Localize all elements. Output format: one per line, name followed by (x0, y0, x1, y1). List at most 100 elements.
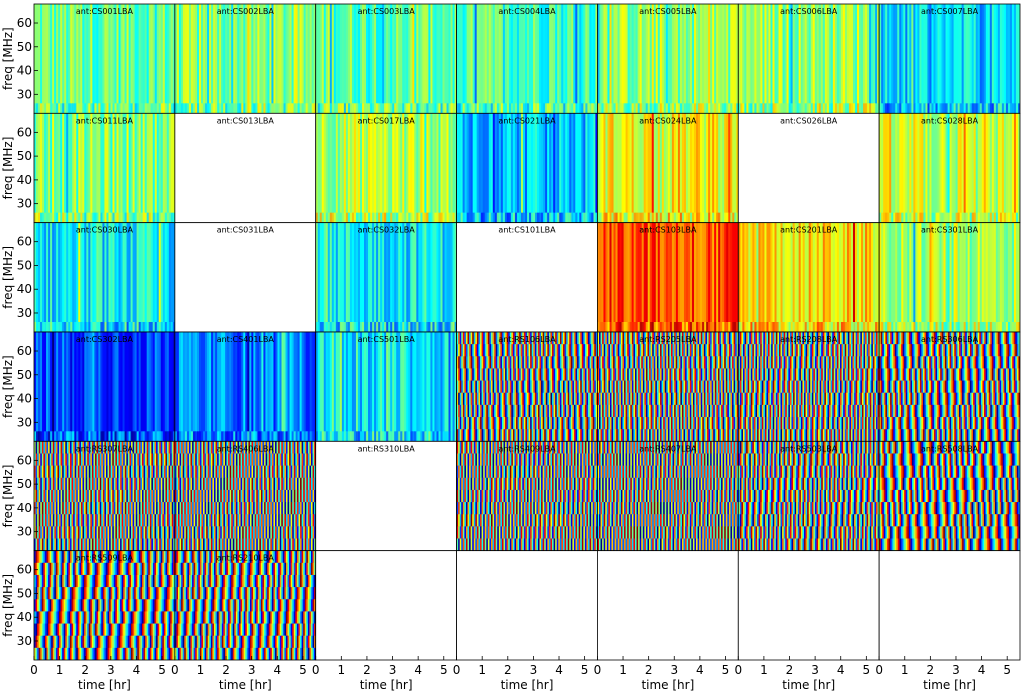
fringe-cell (675, 356, 678, 369)
fringe-cell (652, 392, 655, 406)
fringe-cell (577, 344, 580, 357)
spectrogram-lowband (384, 322, 387, 332)
spectrogram-stripe (494, 4, 498, 114)
spectrogram-stripe (889, 4, 892, 114)
spectrogram-stripe (935, 222, 939, 332)
spectrogram-stripe (468, 4, 472, 114)
spectrogram-lowband (343, 322, 347, 332)
fringe-cell (514, 356, 517, 369)
fringe-cell (780, 380, 783, 394)
spectrogram-stripe (852, 222, 856, 332)
fringe-cell (605, 417, 608, 430)
fringe-cell (685, 404, 688, 418)
spectrogram-stripe (629, 222, 633, 332)
spectrogram-lowband (142, 212, 146, 223)
spectrogram-lowband (677, 322, 681, 332)
spectrogram-lowband (213, 431, 216, 442)
fringe-cell (592, 356, 595, 369)
fringe-cell (486, 344, 489, 357)
spectrogram-lowband (730, 322, 733, 332)
spectrogram-lowband (400, 431, 403, 442)
fringe-cell (527, 332, 530, 345)
fringe-cell (680, 368, 683, 382)
fringe-cell (491, 392, 494, 406)
fringe-cell (534, 417, 537, 430)
fringe-cell (569, 392, 572, 406)
spectrogram-stripe (166, 4, 170, 114)
spectrogram-lowband (873, 103, 876, 114)
spectrogram-stripe (732, 4, 735, 114)
spectrogram-stripe (140, 332, 144, 442)
spectrogram-lowband (619, 212, 623, 223)
spectrogram-lowband (432, 322, 436, 332)
spectrogram-stripe (444, 222, 448, 332)
fringe-cell (876, 368, 879, 382)
fringe-cell (714, 344, 717, 357)
fringe-cell (689, 332, 692, 345)
fringe-cell (789, 344, 792, 357)
fringe-cell (472, 356, 475, 369)
spectrogram-lowband (150, 212, 154, 223)
spectrogram-lowband (416, 103, 419, 114)
spectrogram-stripe (205, 332, 208, 442)
spectrogram-lowband (333, 322, 337, 332)
fringe-cell (552, 417, 555, 430)
spectrogram-lowband (927, 103, 931, 114)
spectrogram-lowband (54, 103, 57, 114)
fringe-cell (639, 368, 642, 382)
spectrogram-stripe (406, 332, 409, 442)
fringe-cell (681, 417, 685, 430)
fringe-cell (506, 368, 509, 382)
fringe-cell (716, 356, 719, 369)
spectrogram-lowband (231, 103, 234, 114)
spectrogram-stripe (933, 222, 937, 332)
spectrogram-lowband (675, 103, 679, 114)
spectrogram-lowband (979, 322, 983, 332)
fringe-cell (487, 404, 490, 418)
fringe-cell (782, 332, 785, 345)
spectrogram-stripe (223, 4, 226, 114)
spectrogram-stripe (321, 222, 325, 332)
spectrogram-stripe (488, 113, 492, 223)
fringe-cell (830, 344, 833, 357)
fringe-cell (484, 392, 487, 406)
spectrogram-lowband (999, 212, 1003, 223)
panel (456, 331, 598, 442)
spectrogram-lowband (247, 431, 250, 442)
fringe-cell (533, 404, 536, 418)
spectrogram-stripe (712, 222, 715, 332)
spectrogram-stripe (430, 222, 434, 332)
spectrogram-image (879, 222, 1021, 332)
spectrogram-lowband (122, 431, 126, 442)
fringe-cell (617, 356, 620, 369)
spectrogram-stripe (605, 222, 609, 332)
fringe-cell (519, 368, 522, 382)
spectrogram-stripe (100, 332, 104, 442)
fringe-cell (755, 344, 758, 357)
spectrogram-stripe (583, 4, 586, 114)
fringe-cell (725, 368, 728, 382)
fringe-cell (678, 429, 681, 442)
fringe-cell (487, 429, 490, 442)
fringe-cell (694, 380, 697, 394)
fringe-cell (465, 404, 469, 418)
fringe-cell (580, 417, 583, 430)
fringe-cell (719, 368, 722, 382)
spectrogram-lowband (112, 103, 116, 114)
fringe-cell (614, 368, 617, 382)
fringe-cell (486, 356, 489, 369)
spectrogram-stripe (321, 332, 325, 442)
spectrogram-lowband (263, 431, 267, 442)
spectrogram-lowband (56, 212, 59, 223)
spectrogram-stripe (273, 332, 277, 442)
spectrogram-stripe (971, 113, 975, 223)
fringe-cell (763, 344, 766, 357)
spectrogram-stripe (243, 4, 246, 114)
fringe-cell (677, 417, 680, 430)
fringe-cell (517, 380, 520, 394)
spectrogram-stripe (430, 332, 434, 442)
spectrogram-stripe (92, 113, 95, 223)
spectrogram-lowband (599, 212, 603, 223)
fringe-cell (476, 404, 479, 418)
fringe-cell (553, 417, 556, 430)
